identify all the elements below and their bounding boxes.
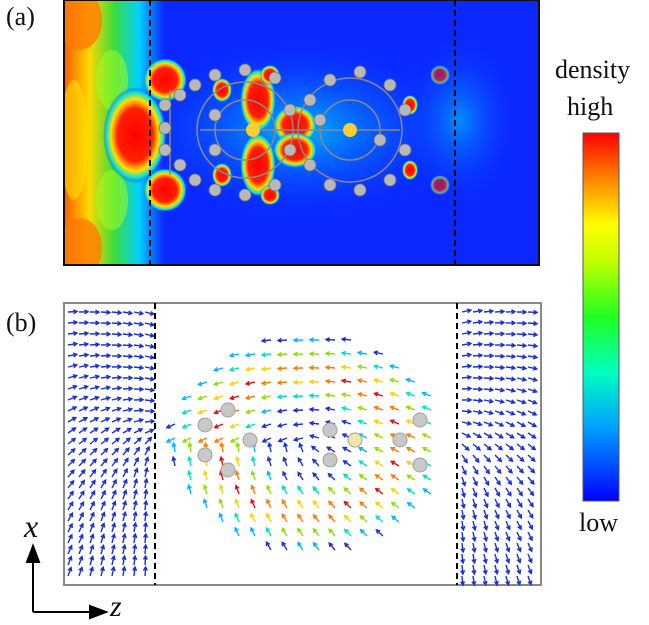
- colorbar: [582, 132, 620, 502]
- panel-a-frame: [63, 0, 540, 266]
- colorbar-title: density: [555, 55, 631, 84]
- axis-indicator: [25, 543, 109, 620]
- panel-b-label: (b): [6, 308, 37, 337]
- density-map: [64, 0, 539, 265]
- metal-atom-a2: [343, 123, 357, 137]
- molecule-structure-b: [197, 402, 428, 478]
- colorbar-high-label: high: [567, 92, 614, 121]
- panel-a-label: (a): [6, 2, 35, 31]
- axis-x-label: x: [24, 508, 39, 544]
- colorbar-low-label: low: [579, 508, 618, 537]
- metal-atom-a1: [246, 123, 260, 137]
- current-vector-field: [67, 308, 539, 587]
- axis-z-label: z: [110, 590, 122, 623]
- carbon-atoms-a: [158, 63, 412, 202]
